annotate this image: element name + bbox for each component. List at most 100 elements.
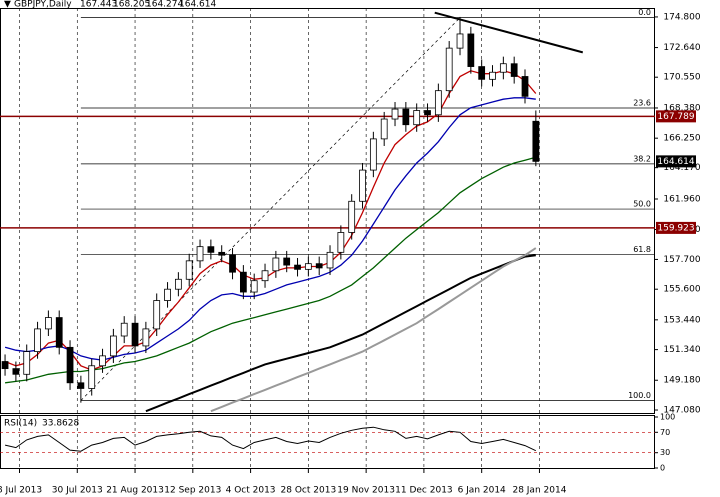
rsi-name: RSI(14) <box>4 419 37 429</box>
candle-body <box>207 246 215 253</box>
candle-body <box>283 257 291 266</box>
candle-body <box>164 288 171 301</box>
candle-body <box>315 263 323 269</box>
rsi-value: 33.8628 <box>42 419 79 429</box>
candle-body <box>499 63 507 73</box>
candle-body <box>294 264 301 270</box>
y-tick-label: 166.250 <box>663 134 700 144</box>
candle-body <box>34 328 41 352</box>
price-level-box <box>656 221 696 234</box>
candle-body <box>510 63 518 77</box>
candle-body <box>229 254 236 273</box>
x-tick-label: 12 Sep 2013 <box>164 486 221 496</box>
candle-body <box>153 300 161 330</box>
y-tick-label: 149.180 <box>663 376 700 386</box>
rsi-tick-label: 100 <box>660 413 675 422</box>
candle-body <box>369 138 377 171</box>
y-tick-label: 174.800 <box>663 12 700 22</box>
candle-body <box>174 278 182 290</box>
y-tick-label: 151.340 <box>663 345 700 355</box>
x-tick-label: 28 Jan 2014 <box>512 486 566 496</box>
candle-body <box>142 328 150 347</box>
candle-body <box>489 71 496 80</box>
rsi-line <box>4 426 537 452</box>
fib-label: 23.6 <box>633 98 651 107</box>
y-tick-label: 170.550 <box>663 73 700 83</box>
moving-average <box>4 97 536 361</box>
candle-body <box>66 346 74 384</box>
candle-body <box>337 232 345 253</box>
fib-label: 50.0 <box>633 200 651 209</box>
candle-body <box>478 66 486 80</box>
open-value: 167.443 <box>80 0 117 10</box>
candle-body <box>445 47 453 92</box>
candle-body <box>402 108 410 126</box>
candle-body <box>250 280 258 293</box>
y-tick-label: 164.170 <box>663 163 700 173</box>
high-value: 168.205 <box>113 0 150 10</box>
candle-body <box>456 33 464 49</box>
candle-body <box>120 322 128 337</box>
main-panel <box>0 8 655 414</box>
low-value: 164.274 <box>146 0 183 10</box>
candle-body <box>131 322 139 347</box>
candle-body <box>1 361 9 370</box>
y-tick-label: 161.960 <box>663 195 700 205</box>
candle-body <box>110 335 117 357</box>
candle-body <box>532 120 540 162</box>
candle-body <box>23 351 31 375</box>
y-tick-label: 155.600 <box>663 285 700 295</box>
candle-body <box>55 317 63 348</box>
candle-body <box>99 355 106 367</box>
y-tick-label: 153.440 <box>663 315 700 325</box>
fib-label: 38.2 <box>633 154 651 163</box>
moving-average <box>210 247 537 413</box>
trendline <box>434 11 584 54</box>
chart-title: GBPJPY,Daily <box>14 0 72 10</box>
y-tick-label: 157.700 <box>663 255 700 265</box>
candle-body <box>304 263 312 270</box>
rsi-tick-label: 30 <box>660 448 670 457</box>
x-tick-label: 6 Jan 2014 <box>458 486 506 496</box>
candle-body <box>467 33 475 67</box>
x-tick-label: 11 Dec 2013 <box>395 486 453 496</box>
candle-body <box>359 169 366 202</box>
candle-body <box>380 118 388 140</box>
candle-body <box>88 365 96 389</box>
x-tick-label: 4 Oct 2013 <box>226 486 276 496</box>
candle-body <box>326 251 334 269</box>
y-tick-label: 172.640 <box>663 43 700 53</box>
rsi-tick-label: 0 <box>660 464 665 473</box>
fib-label: 0.0 <box>638 8 651 17</box>
candle-body <box>261 270 269 282</box>
candle-body <box>239 271 247 293</box>
price-level-box <box>656 110 696 123</box>
x-tick-label: 8 Jul 2013 <box>0 486 42 496</box>
candle-body <box>218 251 226 256</box>
price-level-label: 159.923 <box>657 223 694 233</box>
current-price-label: 164.614 <box>657 157 694 167</box>
y-tick-label: 168.380 <box>663 103 700 113</box>
candle-body <box>12 368 20 375</box>
x-tick-label: 30 Jul 2013 <box>52 486 103 496</box>
fib-label: 61.8 <box>633 245 651 254</box>
x-tick-label: 28 Oct 2013 <box>281 486 337 496</box>
candle-body <box>272 257 280 272</box>
candle-body <box>185 260 193 280</box>
x-tick-label: 19 Nov 2013 <box>337 486 395 496</box>
candle-body <box>424 110 431 116</box>
candle-body <box>521 76 529 97</box>
fib-label: 100.0 <box>628 391 651 400</box>
y-tick-label: 147.080 <box>663 406 700 416</box>
close-value: 164.614 <box>179 0 216 10</box>
candle-body <box>413 110 421 126</box>
moving-average <box>145 254 536 413</box>
rsi-panel <box>0 415 655 469</box>
candle-body <box>196 246 204 262</box>
rsi-tick-label: 70 <box>660 428 670 437</box>
candle-body <box>45 317 52 330</box>
x-tick-label: 21 Aug 2013 <box>106 486 164 496</box>
candle-body <box>348 200 356 233</box>
